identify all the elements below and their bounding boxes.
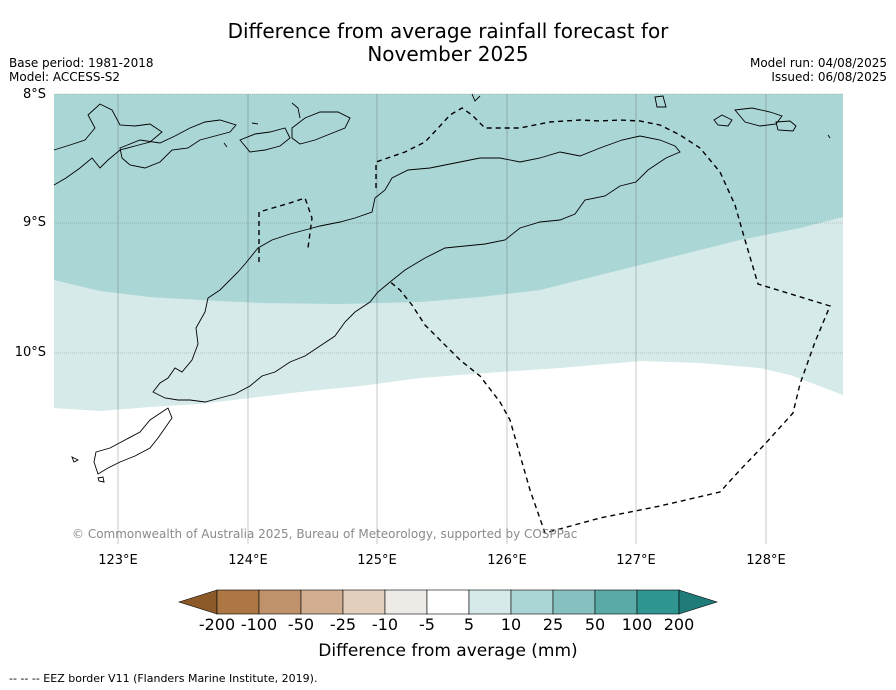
colorbar-swatch: [258, 589, 302, 615]
lon-label-124e: 124°E: [228, 553, 268, 568]
colorbar-swatch: [468, 589, 512, 615]
lon-label-126e: 126°E: [487, 553, 527, 568]
cb-tick: 5: [463, 615, 475, 634]
issued-date: Issued: 06/08/2025: [771, 70, 887, 84]
model-name: Model: ACCESS-S2: [9, 70, 121, 84]
lon-label-128e: 128°E: [746, 553, 786, 568]
colorbar-swatch: [636, 589, 680, 615]
chart-title: Difference from average rainfall forecas…: [0, 20, 896, 66]
cb-tick: 100: [621, 615, 653, 634]
colorbar-swatch: [594, 589, 638, 615]
lat-label-8s: 8°S: [22, 87, 46, 102]
colorbar-swatches: [178, 589, 718, 615]
colorbar-swatch: [300, 589, 344, 615]
title-line-2: November 2025: [367, 42, 529, 66]
colorbar-swatch: [384, 589, 428, 615]
gridlines: [54, 93, 843, 544]
cb-tick: -10: [371, 615, 399, 634]
colorbar-swatch: [510, 589, 554, 615]
colorbar-swatch: [342, 589, 386, 615]
colorbar-extend-high: [678, 589, 718, 615]
colorbar-swatch: [216, 589, 260, 615]
cb-tick: -50: [287, 615, 315, 634]
lon-label-127e: 127°E: [616, 553, 656, 568]
cb-tick: 25: [542, 615, 564, 634]
model-run: Model run: 04/08/2025: [749, 56, 887, 70]
colorbar-swatch: [552, 589, 596, 615]
lat-label-10s: 10°S: [14, 345, 46, 360]
cb-tick: -100: [240, 615, 278, 634]
lon-label-123e: 123°E: [98, 553, 138, 568]
title-line-1: Difference from average rainfall forecas…: [227, 19, 669, 43]
cb-tick: 200: [663, 615, 695, 634]
class-10-25-area: [54, 94, 843, 304]
coastlines: [53, 93, 831, 483]
base-period: Base period: 1981-2018: [9, 56, 154, 70]
copyright-notice: © Commonwealth of Australia 2025, Bureau…: [72, 527, 578, 541]
colorbar-swatch: [426, 589, 470, 615]
cb-tick: -200: [198, 615, 236, 634]
meta-right: Model run: 04/08/2025 Issued: 06/08/2025: [750, 56, 887, 84]
lat-label-9s: 9°S: [22, 215, 46, 230]
meta-left: Base period: 1981-2018 Model: ACCESS-S2: [9, 56, 154, 84]
eez-border: [258, 107, 831, 534]
cb-tick: -25: [329, 615, 357, 634]
cb-tick: 50: [584, 615, 606, 634]
cb-tick: 10: [500, 615, 522, 634]
lon-label-125e: 125°E: [357, 553, 397, 568]
eez-legend: -- -- -- EEZ border V11 (Flanders Marine…: [9, 672, 318, 685]
colorbar-label: Difference from average (mm): [318, 641, 578, 661]
colorbar-extend-low: [178, 589, 218, 615]
cb-tick: -5: [419, 615, 435, 634]
